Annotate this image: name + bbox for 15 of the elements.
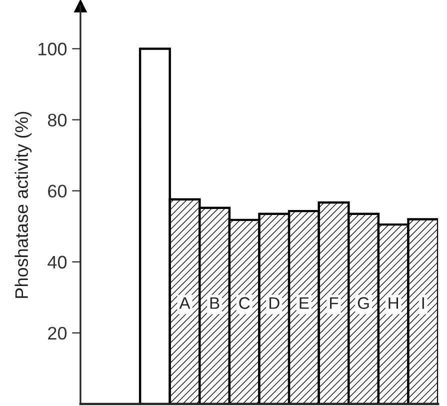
y-tick-label: 60 (48, 184, 67, 198)
x-tick-label: I (422, 297, 424, 309)
x-tick-label: E (300, 297, 309, 309)
x-tick-label: D (270, 297, 280, 309)
y-tick-label: 20 (48, 326, 67, 340)
y-axis-title: Phoshatase activity (%) (14, 112, 32, 298)
x-tick-label: G (358, 297, 369, 309)
x-tick-label: F (330, 297, 338, 309)
x-tick-label: A (179, 297, 190, 309)
y-tick-label: 80 (48, 114, 67, 126)
x-tick-label: B (210, 297, 220, 309)
y-tick-label: 100 (38, 42, 67, 56)
x-tick-label: H (388, 297, 398, 309)
x-tick-label: C (239, 297, 250, 309)
y-tick-label: 40 (48, 256, 67, 269)
